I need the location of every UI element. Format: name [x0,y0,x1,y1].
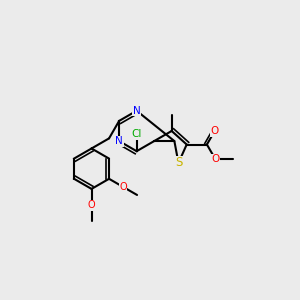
Text: N: N [115,136,123,146]
Text: O: O [119,182,127,192]
Text: Cl: Cl [131,129,142,139]
Text: S: S [175,157,182,169]
Text: O: O [210,126,219,136]
Text: O: O [88,200,95,210]
Text: O: O [88,200,95,210]
Text: O: O [119,182,127,192]
Text: O: O [212,154,220,164]
Text: O: O [210,126,219,136]
Text: N: N [115,136,123,146]
Text: O: O [212,154,220,164]
Text: N: N [133,106,140,116]
Text: Cl: Cl [131,129,142,139]
Text: S: S [175,158,182,168]
Text: N: N [133,106,140,116]
